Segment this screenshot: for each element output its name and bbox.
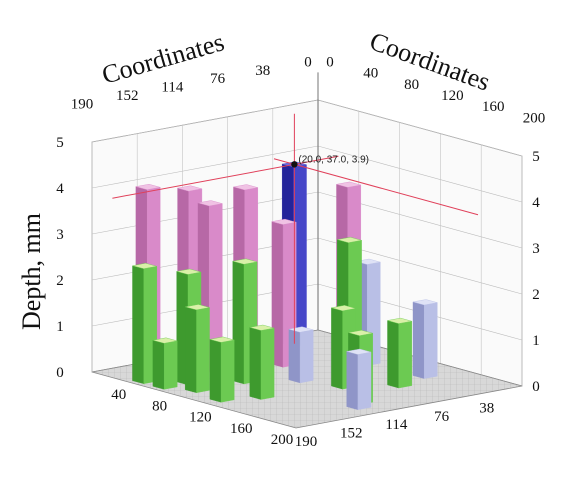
bar-top bbox=[232, 258, 258, 265]
x-tick-label: 80 bbox=[404, 77, 419, 93]
bar-face-right bbox=[299, 329, 314, 384]
floor-y-tick-label: 190 bbox=[295, 434, 318, 450]
y-tick-label: 114 bbox=[161, 80, 183, 96]
bar-face-left bbox=[331, 307, 343, 390]
x-tick-label: 160 bbox=[482, 99, 505, 115]
bar-face-left bbox=[152, 340, 165, 390]
tick-labels: 0408012016020019015211476380001122334455… bbox=[56, 54, 545, 450]
bar-face-left bbox=[387, 320, 399, 389]
bar-face-right bbox=[260, 327, 275, 400]
floor-x-tick-label: 40 bbox=[111, 387, 126, 403]
floor-y-tick-label: 38 bbox=[479, 400, 494, 416]
floor-y-tick-label: 152 bbox=[340, 426, 363, 442]
marker-annotation: (20.0, 37.0, 3.9) bbox=[298, 154, 369, 165]
z-tick-label-left: 0 bbox=[56, 365, 64, 381]
z-tick-label-left: 1 bbox=[56, 319, 64, 335]
y-tick-label: 76 bbox=[210, 71, 226, 87]
bar-top bbox=[185, 304, 210, 311]
floor-x-tick-label: 80 bbox=[152, 398, 167, 414]
depth-bar bbox=[249, 324, 275, 400]
bar-top bbox=[233, 184, 258, 191]
bar-series bbox=[132, 161, 438, 410]
bar-face-left bbox=[184, 306, 197, 393]
depth-bar bbox=[387, 317, 412, 389]
y-tick-label: 190 bbox=[71, 96, 94, 112]
bar-top bbox=[348, 329, 373, 336]
y-tick-label: 0 bbox=[304, 54, 312, 70]
bar-face-left bbox=[249, 327, 262, 400]
bar-top bbox=[412, 299, 438, 306]
bar-face-left bbox=[209, 339, 222, 403]
bar-top bbox=[331, 305, 356, 312]
bar-top bbox=[176, 268, 202, 275]
bar-face-right bbox=[398, 320, 412, 389]
z-tick-label-left: 2 bbox=[56, 273, 64, 289]
floor-y-tick-label: 114 bbox=[385, 417, 407, 433]
bar-top bbox=[288, 326, 314, 333]
bar-top bbox=[152, 337, 178, 344]
x-tick-label: 120 bbox=[441, 88, 464, 104]
z-tick-label-right: 0 bbox=[532, 379, 540, 395]
bar-face-left bbox=[232, 260, 245, 385]
bar-face-right bbox=[424, 302, 438, 379]
bar-top bbox=[249, 324, 275, 331]
z-tick-label-right: 4 bbox=[532, 195, 540, 211]
marker-point bbox=[291, 161, 298, 168]
annotation-lines: (20.0, 37.0, 3.9) bbox=[112, 113, 479, 344]
z-axis-title: Depth, mm bbox=[17, 213, 46, 330]
floor-x-tick-label: 200 bbox=[271, 432, 294, 448]
z-tick-label-right: 3 bbox=[532, 241, 540, 257]
x-tick-label: 200 bbox=[523, 110, 546, 126]
bar-face-right bbox=[163, 340, 178, 390]
x-tick-label: 40 bbox=[363, 66, 378, 82]
z-tick-label-left: 4 bbox=[56, 181, 64, 197]
depth-bar bbox=[412, 299, 438, 379]
bar-top bbox=[209, 336, 235, 343]
bar-top bbox=[177, 185, 202, 192]
z-tick-label-left: 3 bbox=[56, 227, 64, 243]
bar-top bbox=[336, 181, 361, 188]
bar-top bbox=[337, 236, 362, 243]
bar-top bbox=[132, 262, 157, 269]
depth-bar bbox=[288, 326, 314, 384]
floor-x-tick-label: 160 bbox=[230, 421, 253, 437]
z-tick-label-right: 2 bbox=[532, 287, 540, 303]
bar-face-right bbox=[196, 307, 210, 393]
bar-face-left bbox=[346, 351, 359, 410]
depth-bar bbox=[152, 337, 178, 390]
y-tick-label: 152 bbox=[116, 88, 139, 104]
y-tick-label: 38 bbox=[255, 63, 270, 79]
marker-line-x bbox=[112, 155, 339, 199]
depth-bar bbox=[209, 336, 235, 403]
bar-top bbox=[197, 200, 223, 207]
z-tick-label-right: 1 bbox=[532, 333, 540, 349]
floor-y-tick-label: 76 bbox=[434, 409, 450, 425]
bar-top bbox=[271, 218, 297, 225]
floor-x-tick-label: 120 bbox=[189, 410, 212, 426]
bar-top bbox=[387, 317, 412, 324]
depth-bar bbox=[184, 304, 210, 393]
depth-bar bbox=[346, 348, 372, 410]
bar-face-left bbox=[132, 265, 145, 384]
bar-face-left bbox=[412, 301, 425, 379]
z-tick-label-left: 5 bbox=[56, 135, 64, 151]
y-axis-title: Coordinates bbox=[366, 26, 494, 96]
bar-top bbox=[346, 348, 372, 355]
bar-face-right bbox=[357, 351, 372, 410]
z-tick-label-right: 5 bbox=[532, 149, 540, 165]
x-tick-label: 0 bbox=[326, 54, 334, 70]
marker-line-y bbox=[273, 158, 479, 216]
bar-top bbox=[135, 183, 161, 190]
bar-face-right bbox=[220, 339, 235, 403]
